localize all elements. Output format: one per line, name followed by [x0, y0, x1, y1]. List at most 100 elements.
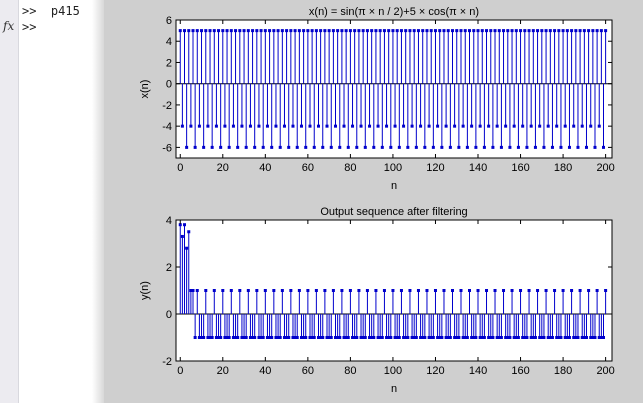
stem-marker — [200, 336, 204, 339]
stem-marker — [257, 336, 261, 339]
y-tick-label: 0 — [166, 309, 172, 321]
stem-marker — [263, 29, 267, 33]
stem-marker — [412, 29, 416, 33]
stem-marker — [280, 29, 284, 33]
axes-bottom[interactable]: 0 20 40 60 80 100 120 140 160 180 200 -2 0 2 4 Output s… — [139, 206, 615, 395]
stem-marker — [408, 29, 412, 33]
stem-marker — [304, 145, 308, 149]
stem-marker — [565, 336, 569, 339]
stem-marker — [495, 336, 499, 339]
command-prompt[interactable]: >> — [22, 20, 37, 34]
stem-marker — [178, 223, 182, 227]
stem-marker — [370, 29, 374, 33]
stem-marker — [387, 336, 391, 339]
stem-marker — [514, 336, 518, 339]
stem-marker — [206, 336, 210, 339]
x-tick-label: 120 — [426, 365, 444, 377]
stem-marker — [329, 145, 333, 149]
stem-marker — [338, 336, 342, 339]
stem-marker — [453, 336, 457, 339]
stem-marker — [493, 289, 497, 292]
stem-marker — [204, 289, 208, 292]
stem-marker — [402, 336, 406, 339]
stem-marker — [355, 336, 359, 339]
stem-marker — [217, 29, 221, 33]
stem-marker — [191, 29, 195, 33]
stem-marker — [536, 29, 540, 33]
stem-marker — [212, 289, 216, 292]
stem-marker — [472, 29, 476, 33]
stem-marker — [527, 29, 531, 33]
stem-marker — [310, 29, 314, 33]
stem-marker — [493, 29, 497, 33]
stem-marker — [563, 336, 567, 339]
y-tick-label: 2 — [166, 57, 172, 69]
stem-marker — [306, 29, 310, 33]
stem-marker — [416, 29, 420, 33]
stem-marker — [540, 29, 544, 33]
stem-marker — [410, 124, 414, 128]
stem-marker — [365, 289, 369, 292]
stem-marker — [553, 289, 557, 292]
stem-marker — [248, 336, 252, 339]
stem-marker — [557, 29, 561, 33]
stem-marker — [308, 336, 312, 339]
stem-marker — [268, 29, 272, 33]
command-window[interactable]: fx >> p415 >> — [0, 0, 104, 403]
stem-marker — [314, 289, 318, 292]
y-tick-label: -6 — [162, 142, 172, 154]
stem-marker — [225, 336, 229, 339]
stem-marker — [312, 336, 316, 339]
stem-marker — [529, 124, 533, 128]
stem-marker — [519, 289, 523, 292]
axes-title: Output sequence after filtering — [320, 206, 467, 218]
stem-marker — [240, 124, 244, 128]
stem-marker — [480, 29, 484, 33]
stem-marker — [480, 336, 484, 339]
x-tick-label: 140 — [469, 365, 487, 377]
stem-marker — [312, 145, 316, 149]
stem-marker — [185, 145, 189, 149]
fx-icon[interactable]: fx — [3, 19, 15, 33]
x-tick-label: 20 — [217, 365, 229, 377]
x-tick-label: 60 — [302, 162, 314, 174]
y-tick-label: 6 — [166, 15, 172, 27]
x-tick-label: 140 — [469, 162, 487, 174]
stem-marker — [268, 336, 272, 339]
stem-marker — [514, 29, 518, 33]
stem-marker — [595, 289, 599, 292]
stem-marker — [197, 124, 201, 128]
stem-marker — [206, 124, 210, 128]
x-axis-label: n — [391, 180, 397, 192]
stem-marker — [325, 336, 329, 339]
x-tick-label: 180 — [554, 365, 572, 377]
stem-marker — [465, 145, 469, 149]
figure-window: 0 20 40 60 80 100 120 140 160 180 200 -6 -4 -2 0 2 4 6 x(n… — [104, 0, 643, 403]
stem-marker — [185, 246, 189, 250]
x-tick-label: 160 — [511, 162, 529, 174]
y-tick-label: -2 — [162, 100, 172, 112]
stem-marker — [374, 289, 378, 292]
command-history-line: >> p415 — [22, 4, 80, 18]
stem-marker — [370, 336, 374, 339]
stem-marker — [189, 124, 193, 128]
axes-top[interactable]: 0 20 40 60 80 100 120 140 160 180 200 -6 -4 -2 0 2 4 6 x(n… — [139, 6, 615, 192]
stem-marker — [208, 29, 212, 33]
stem-marker — [580, 124, 584, 128]
stem-marker — [257, 124, 261, 128]
stem-marker — [319, 336, 323, 339]
stem-marker — [519, 29, 523, 33]
stem-marker — [438, 336, 442, 339]
stem-marker — [499, 336, 503, 339]
stem-marker — [582, 336, 586, 339]
stem-marker — [565, 29, 569, 33]
stem-marker — [457, 145, 461, 149]
stem-marker — [482, 145, 486, 149]
stem-marker — [395, 336, 399, 339]
y-tick-label: 2 — [166, 262, 172, 274]
stem-marker — [385, 124, 389, 128]
stem-marker — [521, 336, 525, 339]
stem-marker — [410, 336, 414, 339]
stem-marker — [459, 29, 463, 33]
stem-marker — [542, 145, 546, 149]
